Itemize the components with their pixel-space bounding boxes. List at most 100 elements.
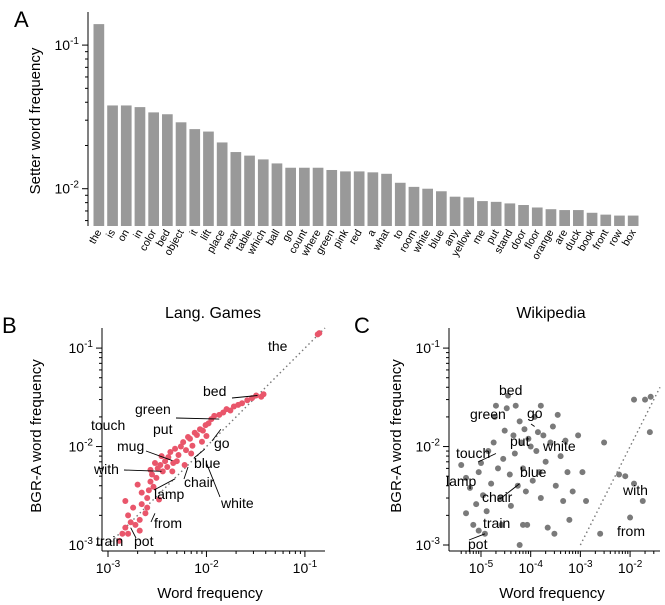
word-label-c: from: [617, 523, 645, 539]
label-leader-b: [193, 448, 205, 459]
label-leader-b: [206, 462, 221, 498]
word-label-c: touch: [456, 445, 490, 461]
data-point-c: [569, 488, 576, 495]
data-point-b: [147, 478, 154, 485]
data-point-c: [512, 402, 519, 409]
data-point-c: [525, 435, 532, 442]
panel-a: A Setter word frequency 10-1 10-2 the ison…: [14, 7, 639, 262]
data-point-c: [516, 418, 523, 425]
data-point-b: [136, 516, 143, 523]
data-point-c: [642, 396, 649, 403]
data-point-b: [144, 504, 151, 511]
data-point-c: [511, 450, 518, 457]
bar-ball: [271, 163, 283, 226]
data-point-c: [547, 439, 554, 446]
panel-title-b: Lang. Games: [165, 305, 261, 322]
data-point-c: [533, 448, 540, 455]
label-leader-c: [499, 483, 520, 500]
word-label-c: with: [622, 482, 648, 498]
data-point-c: [616, 471, 623, 478]
data-point-c: [498, 521, 505, 528]
data-point-c: [470, 521, 477, 528]
data-point-b: [211, 412, 218, 419]
label-leader-b: [145, 450, 173, 462]
bar-place: [216, 142, 228, 226]
data-point-c: [575, 432, 582, 439]
data-point-c: [491, 413, 498, 420]
data-point-c: [579, 469, 586, 476]
bar-what: [381, 173, 392, 226]
category-label: go: [280, 227, 296, 243]
y-tick-label-c: 10-2: [416, 438, 441, 455]
label-leader-b: [231, 395, 258, 399]
x-tick-label-b: 10-1: [293, 559, 318, 576]
data-point-c: [514, 482, 521, 489]
data-point-b: [122, 497, 129, 504]
bar-count: [299, 167, 310, 226]
data-point-c: [562, 437, 569, 444]
data-point-c: [483, 508, 490, 515]
word-label-c: blue: [520, 464, 547, 480]
data-point-c: [564, 469, 571, 476]
x-tick-label-c: 10-3: [568, 559, 593, 576]
data-point-c: [521, 426, 528, 433]
y-tick-label-c: 10-1: [416, 339, 441, 356]
data-point-b: [136, 527, 143, 534]
y-tick-label-a: 10-2: [55, 180, 80, 197]
data-point-b: [186, 435, 193, 442]
bar-the: [93, 24, 105, 226]
data-point-b: [203, 432, 210, 439]
data-point-c: [529, 477, 536, 484]
bar-orange: [545, 209, 557, 226]
data-point-c: [544, 524, 551, 531]
label-leader-c: [468, 533, 486, 541]
data-point-b: [150, 483, 157, 490]
data-point-b: [227, 407, 234, 414]
data-point-c: [496, 495, 503, 502]
category-label: the: [87, 227, 105, 246]
data-point-b: [181, 461, 188, 468]
data-point-c: [473, 501, 480, 508]
data-point-c: [458, 461, 465, 468]
data-point-b: [127, 519, 134, 526]
data-point-c: [505, 392, 512, 399]
word-label-b: from: [154, 515, 182, 531]
plot-area-b: 10-3 10-2 10-1 10-3 10-2 10-1 the bed green put go…: [69, 327, 326, 576]
label-leader-b: [153, 478, 176, 491]
plot-area-c: 10-3 10-2 10-1 10-5 10-4 10-3 10-2 bed green go pu…: [416, 328, 661, 576]
label-leader-b: [123, 469, 162, 472]
data-point-c: [646, 429, 653, 436]
data-point-b: [145, 487, 152, 494]
data-point-b: [167, 449, 174, 456]
data-point-c: [554, 411, 561, 418]
data-point-b: [125, 530, 132, 537]
bar-me: [477, 201, 488, 226]
data-point-b: [177, 443, 184, 450]
word-label-c: white: [542, 438, 576, 454]
data-point-c: [490, 439, 497, 446]
data-point-c: [518, 439, 525, 446]
data-point-c: [627, 514, 634, 521]
data-point-c: [536, 469, 543, 476]
data-point-b: [159, 468, 166, 475]
data-point-c: [488, 480, 495, 487]
label-leader-b: [150, 513, 156, 523]
data-point-b: [130, 504, 137, 511]
data-point-c: [560, 497, 567, 504]
panel-c: C Wikipedia BGR-A word frequency Word fr…: [354, 305, 661, 602]
word-label-b: go: [214, 435, 230, 451]
word-label-b: train: [96, 533, 123, 549]
data-point-c: [542, 458, 549, 465]
data-point-b: [147, 466, 154, 473]
data-point-b: [239, 400, 246, 407]
label-leader-b: [130, 527, 137, 539]
word-label-c: train: [483, 515, 510, 531]
data-point-c: [475, 469, 482, 476]
bar-are: [559, 210, 570, 226]
bar-it: [189, 129, 201, 226]
label-leader-b: [183, 466, 189, 480]
panel-title-c: Wikipedia: [516, 305, 585, 322]
word-label-b: put: [153, 421, 173, 437]
data-point-b: [183, 447, 190, 454]
data-point-c: [506, 471, 513, 478]
